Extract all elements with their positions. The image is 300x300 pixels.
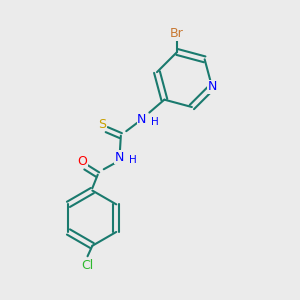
Text: S: S (98, 118, 106, 131)
Text: O: O (77, 155, 87, 168)
Text: N: N (207, 80, 217, 93)
Text: N: N (115, 151, 124, 164)
Text: Br: Br (170, 28, 184, 40)
Text: H: H (152, 117, 159, 127)
Text: Cl: Cl (81, 259, 93, 272)
Text: N: N (137, 113, 146, 126)
Text: H: H (129, 155, 137, 165)
